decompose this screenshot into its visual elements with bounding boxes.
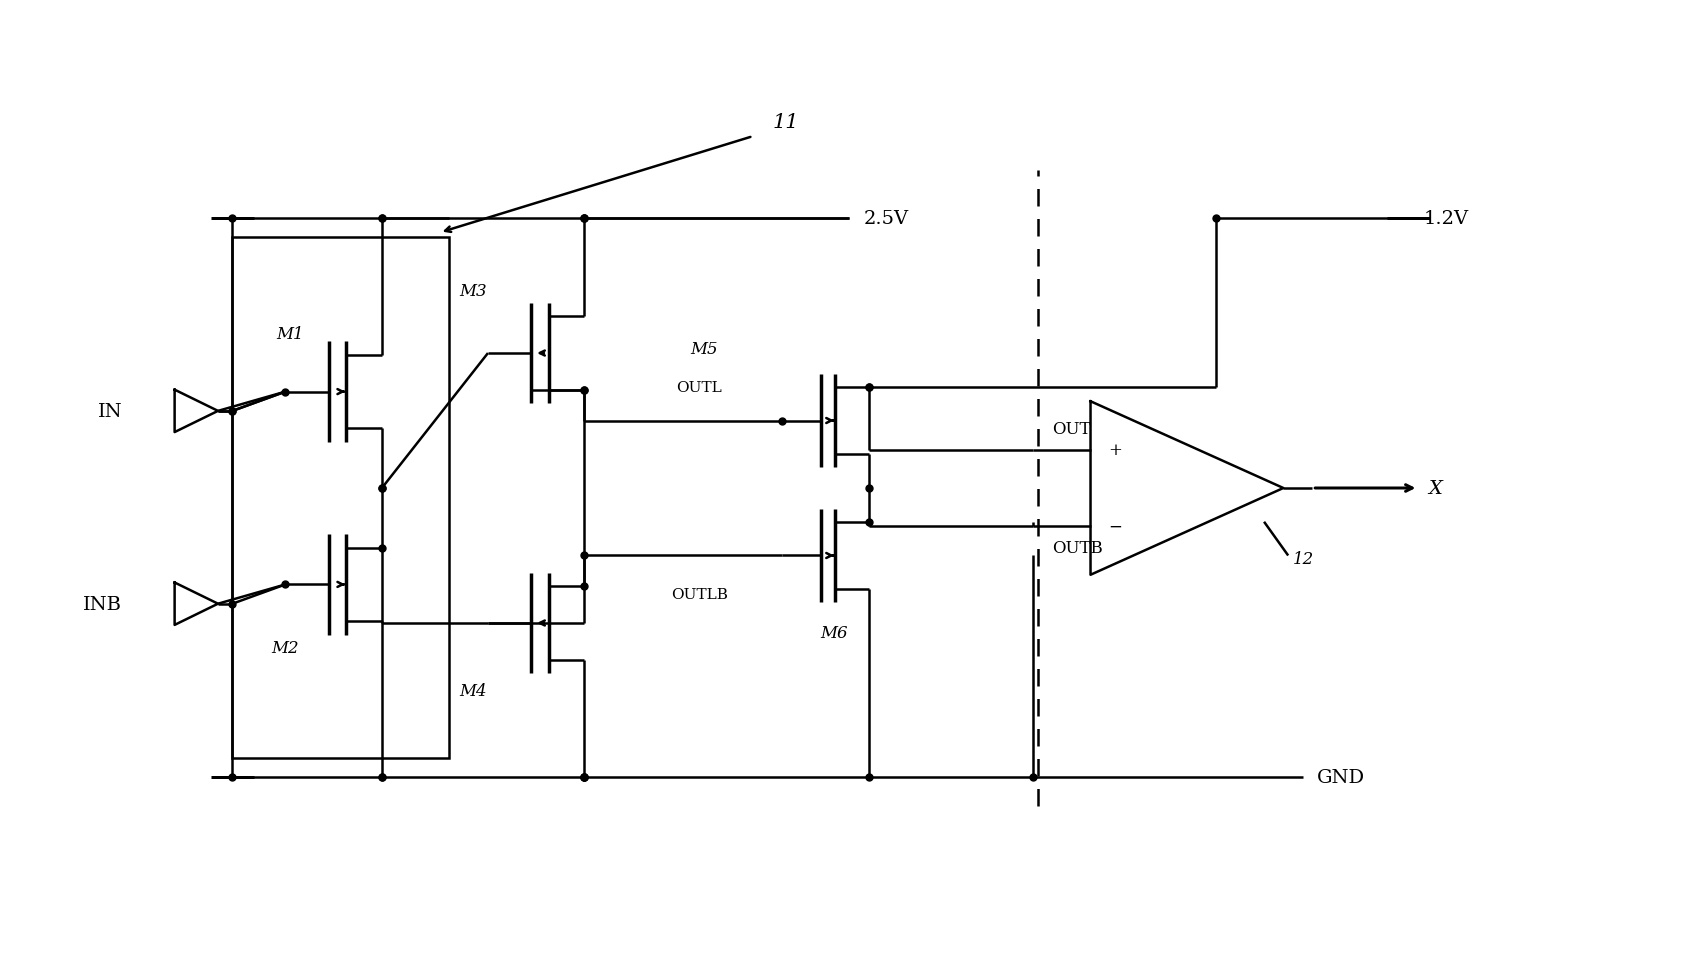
Text: INB: INB <box>83 595 122 613</box>
Text: 12: 12 <box>1292 550 1314 568</box>
Text: +: + <box>1107 442 1121 459</box>
Text: 1.2V: 1.2V <box>1423 210 1467 228</box>
Text: M1: M1 <box>275 326 304 343</box>
Text: X: X <box>1426 480 1442 497</box>
Text: M4: M4 <box>458 682 486 700</box>
Text: M5: M5 <box>689 340 718 358</box>
Text: M3: M3 <box>458 282 486 300</box>
Text: OUTB: OUTB <box>1051 539 1102 556</box>
Text: OUTLB: OUTLB <box>671 587 727 602</box>
Text: M2: M2 <box>272 639 299 656</box>
Bar <box>233 238 450 758</box>
Text: GND: GND <box>1316 769 1365 786</box>
Text: OUTL: OUTL <box>676 380 722 395</box>
Text: 2.5V: 2.5V <box>864 210 908 228</box>
Text: −: − <box>1107 518 1121 535</box>
Text: 11: 11 <box>773 113 798 132</box>
Text: M6: M6 <box>820 624 847 642</box>
Text: OUT: OUT <box>1051 421 1090 438</box>
Text: IN: IN <box>97 403 122 420</box>
